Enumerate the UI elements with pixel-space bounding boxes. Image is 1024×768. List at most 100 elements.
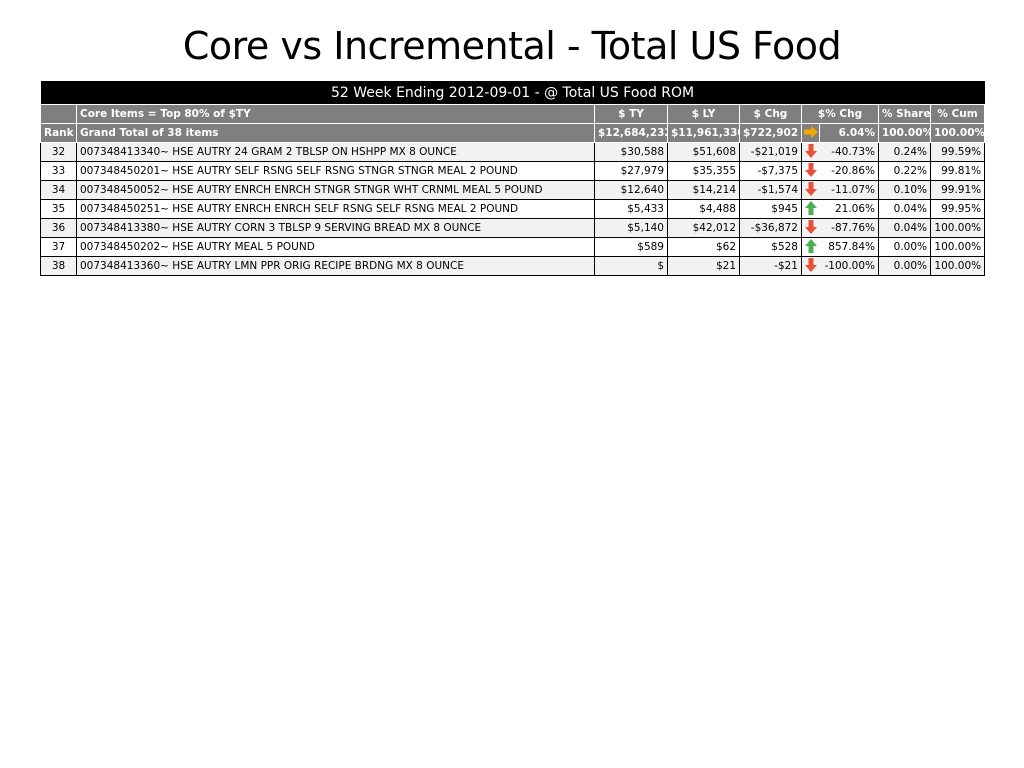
table-row: 38 007348413360~ HSE AUTRY LMN PPR ORIG R…	[40, 256, 986, 276]
chg-cell: $528	[739, 237, 802, 257]
item-header: Core Items = Top 80% of $TY	[76, 104, 595, 124]
item-cell: 007348413360~ HSE AUTRY LMN PPR ORIG REC…	[76, 256, 595, 276]
cum-cell: 99.95%	[929, 199, 986, 219]
chg-cell: -$21	[739, 256, 802, 276]
table-banner-row: 52 Week Ending 2012-09-01 - @ Total US F…	[40, 81, 985, 105]
down-arrow-icon	[804, 257, 817, 275]
ty-cell: $5,433	[594, 199, 668, 219]
table-banner: 52 Week Ending 2012-09-01 - @ Total US F…	[40, 81, 985, 105]
ly-cell: $35,355	[667, 161, 740, 181]
ly-cell: $21	[667, 256, 740, 276]
cum-cell: 99.81%	[929, 161, 986, 181]
total-trend-cell	[801, 123, 820, 143]
chg-header: $ Chg	[739, 104, 802, 124]
ly-cell: $62	[667, 237, 740, 257]
rank-cell: 34	[40, 180, 77, 200]
item-cell: 007348413380~ HSE AUTRY CORN 3 TBLSP 9 S…	[76, 218, 595, 238]
cum-cell: 100.00%	[929, 256, 986, 276]
share-header: % Share	[878, 104, 931, 124]
trend-cell	[801, 199, 820, 219]
down-arrow-icon	[804, 162, 817, 180]
cum-cell: 100.00%	[929, 237, 986, 257]
ty-cell: $589	[594, 237, 668, 257]
cum-cell: 99.59%	[929, 142, 986, 162]
up-arrow-icon	[804, 200, 817, 218]
pct-chg-cell: -87.76%	[819, 218, 879, 238]
total-ty: $12,684,232	[594, 123, 668, 143]
share-cell: 0.00%	[878, 237, 931, 257]
cum-cell: 99.91%	[929, 180, 986, 200]
table-row: 32 007348413340~ HSE AUTRY 24 GRAM 2 TBLS…	[40, 142, 986, 162]
trend-cell	[801, 161, 820, 181]
slide-title: Core vs Incremental - Total US Food	[182, 24, 842, 68]
ly-cell: $51,608	[667, 142, 740, 162]
column-header-row: Core Items = Top 80% of $TY $ TY $ LY $ …	[40, 104, 986, 124]
rank-cell: 38	[40, 256, 77, 276]
rank-cell: 35	[40, 199, 77, 219]
trend-cell	[801, 256, 820, 276]
total-share: 100.00%	[878, 123, 931, 143]
ty-cell: $30,588	[594, 142, 668, 162]
trend-cell	[801, 218, 820, 238]
item-cell: 007348450052~ HSE AUTRY ENRCH ENRCH STNG…	[76, 180, 595, 200]
ty-cell: $12,640	[594, 180, 668, 200]
share-cell: 0.24%	[878, 142, 931, 162]
rank-header	[40, 104, 77, 124]
ly-header: $ LY	[667, 104, 740, 124]
share-cell: 0.04%	[878, 199, 931, 219]
chg-cell: -$21,019	[739, 142, 802, 162]
table-row: 36 007348413380~ HSE AUTRY CORN 3 TBLSP 9…	[40, 218, 986, 238]
total-pct-chg: 6.04%	[819, 123, 879, 143]
grand-total-label: Grand Total of 38 items	[76, 123, 595, 143]
trend-cell	[801, 180, 820, 200]
rank-cell: 33	[40, 161, 77, 181]
ly-cell: $42,012	[667, 218, 740, 238]
right-arrow-icon	[803, 125, 818, 141]
pct-chg-cell: 21.06%	[819, 199, 879, 219]
cum-header: % Cum	[929, 104, 986, 124]
down-arrow-icon	[804, 143, 817, 161]
table-row: 35 007348450251~ HSE AUTRY ENRCH ENRCH SE…	[40, 199, 986, 219]
up-arrow-icon	[804, 238, 817, 256]
share-cell: 0.10%	[878, 180, 931, 200]
pct-chg-cell: -40.73%	[819, 142, 879, 162]
pct-chg-cell: -100.00%	[819, 256, 879, 276]
core-items-table: 52 Week Ending 2012-09-01 - @ Total US F…	[40, 81, 986, 276]
item-cell: 007348450251~ HSE AUTRY ENRCH ENRCH SELF…	[76, 199, 595, 219]
item-cell: 007348450202~ HSE AUTRY MEAL 5 POUND	[76, 237, 595, 257]
share-cell: 0.04%	[878, 218, 931, 238]
ly-cell: $4,488	[667, 199, 740, 219]
pct-chg-header: $% Chg	[801, 104, 879, 124]
rank-label: Rank	[40, 123, 77, 143]
chg-cell: -$7,375	[739, 161, 802, 181]
total-cum: 100.00%	[929, 123, 986, 143]
item-cell: 007348413340~ HSE AUTRY 24 GRAM 2 TBLSP …	[76, 142, 595, 162]
rank-cell: 37	[40, 237, 77, 257]
grand-total-row: Rank Grand Total of 38 items $12,684,232…	[40, 123, 986, 143]
pct-chg-cell: 857.84%	[819, 237, 879, 257]
ty-cell: $27,979	[594, 161, 668, 181]
pct-chg-cell: -11.07%	[819, 180, 879, 200]
total-chg: $722,902	[739, 123, 802, 143]
total-ly: $11,961,330	[667, 123, 740, 143]
down-arrow-icon	[804, 181, 817, 199]
cum-cell: 100.00%	[929, 218, 986, 238]
share-cell: 0.00%	[878, 256, 931, 276]
chg-cell: $945	[739, 199, 802, 219]
rank-cell: 32	[40, 142, 77, 162]
table-row: 37 007348450202~ HSE AUTRY MEAL 5 POUND $5…	[40, 237, 986, 257]
ly-cell: $14,214	[667, 180, 740, 200]
ty-cell: $5,140	[594, 218, 668, 238]
chg-cell: -$36,872	[739, 218, 802, 238]
trend-cell	[801, 142, 820, 162]
chg-cell: -$1,574	[739, 180, 802, 200]
trend-cell	[801, 237, 820, 257]
table-row: 33 007348450201~ HSE AUTRY SELF RSNG SELF…	[40, 161, 986, 181]
rank-cell: 36	[40, 218, 77, 238]
pct-chg-cell: -20.86%	[819, 161, 879, 181]
down-arrow-icon	[804, 219, 817, 237]
ty-cell: $	[594, 256, 668, 276]
item-cell: 007348450201~ HSE AUTRY SELF RSNG SELF R…	[76, 161, 595, 181]
table-row: 34 007348450052~ HSE AUTRY ENRCH ENRCH ST…	[40, 180, 986, 200]
share-cell: 0.22%	[878, 161, 931, 181]
